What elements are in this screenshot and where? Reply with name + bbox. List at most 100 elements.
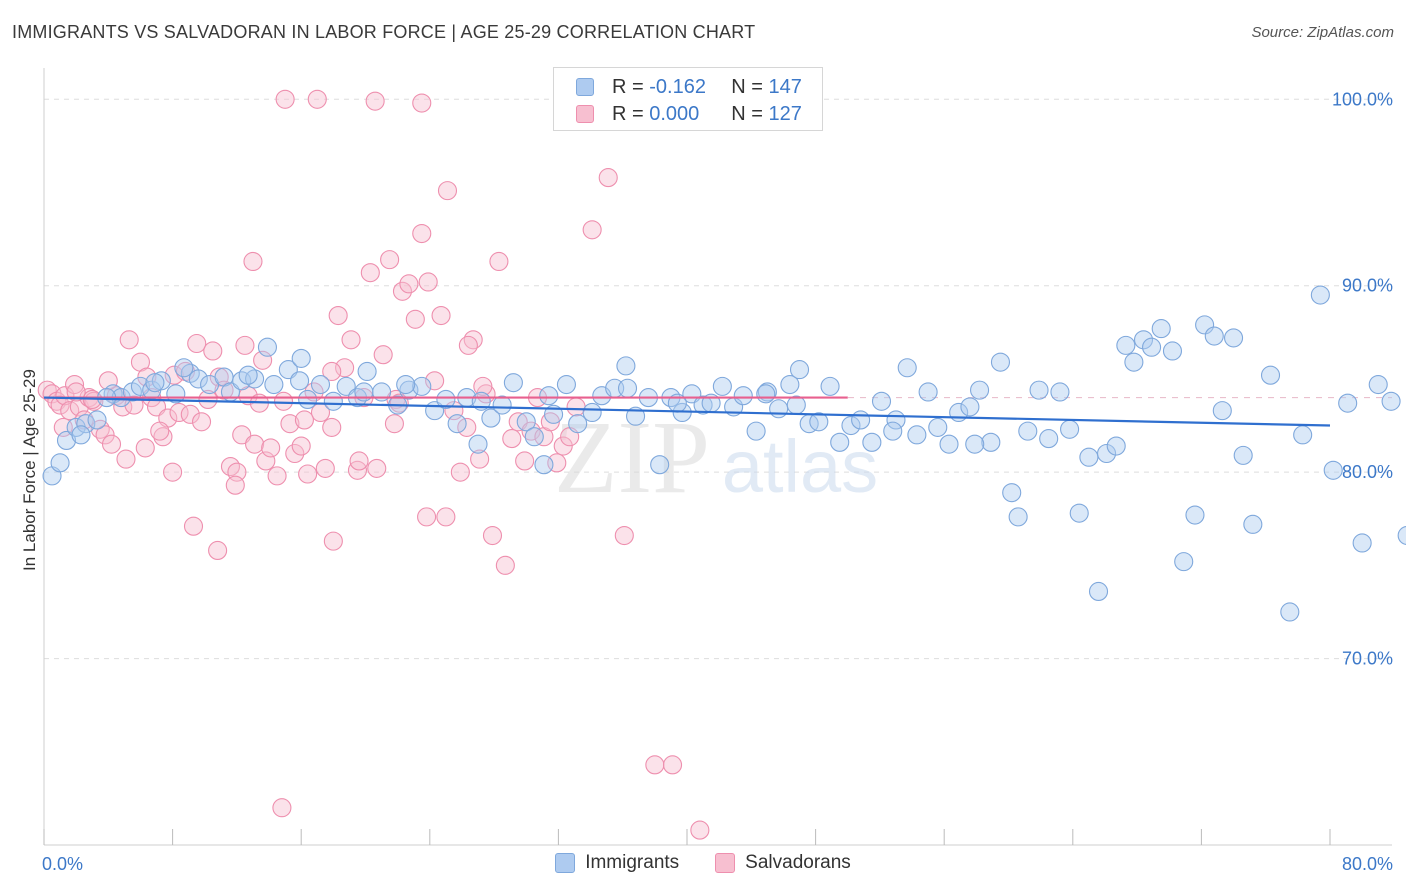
immigrant-point	[990, 352, 1011, 372]
immigrant-point	[151, 371, 171, 391]
immigrant-point	[188, 369, 208, 389]
immigrants-points	[42, 285, 1406, 622]
n-label: N =	[731, 75, 763, 98]
y-tick-label: 80.0%	[1342, 462, 1393, 482]
salvadoran-point	[261, 438, 281, 458]
axes-layer	[43, 68, 1392, 846]
immigrant-point	[897, 358, 917, 378]
immigrant-point	[1124, 352, 1144, 372]
immigrant-point	[862, 432, 882, 452]
salvadoran-point	[360, 263, 380, 283]
immigrant-point	[1151, 319, 1171, 339]
immigrant-point	[481, 408, 501, 428]
immigrant-point	[436, 389, 456, 409]
immigrant-point	[1212, 401, 1232, 421]
immigrant-point	[1293, 425, 1313, 445]
immigrant-point	[1018, 421, 1038, 441]
immigrant-point	[1224, 328, 1244, 348]
immigrant-point	[1039, 429, 1059, 449]
immigrant-point	[1002, 483, 1022, 503]
immigrant-point	[883, 421, 903, 441]
watermark-zip: ZIP	[554, 400, 710, 515]
immigrant-point	[257, 337, 277, 357]
immigrant-point	[447, 414, 467, 434]
immigrant-point	[399, 380, 419, 400]
salvadorans-r-value: 0.000	[649, 102, 700, 125]
immigrant-point	[582, 402, 602, 423]
immigrant-point	[780, 374, 800, 395]
salvadoran-point	[225, 475, 245, 495]
immigrant-point	[1174, 552, 1194, 572]
salvadoran-point	[431, 305, 451, 326]
immigrant-point	[616, 356, 636, 376]
immigrant-point	[396, 374, 416, 395]
immigrant-point	[918, 382, 938, 402]
salvadoran-point	[690, 820, 710, 840]
salvadoran-point	[203, 341, 223, 361]
immigrant-point	[1116, 335, 1136, 355]
salvadoran-point	[470, 449, 490, 469]
salvadoran-point	[267, 466, 287, 486]
source-label: Source: ZipAtlas.com	[1251, 24, 1394, 41]
immigrant-point	[76, 414, 96, 434]
salvadoran-point	[285, 443, 305, 464]
salvadoran-point	[521, 421, 541, 441]
salvadoran-point	[187, 333, 207, 354]
salvadoran-point	[412, 223, 432, 244]
immigrant-point	[1060, 419, 1080, 439]
immigrant-point	[1142, 337, 1162, 357]
immigrant-point	[238, 365, 258, 385]
salvadoran-point	[150, 421, 170, 441]
salvadoran-point	[164, 365, 184, 385]
salvadoran-point	[412, 93, 432, 113]
salvadoran-point	[566, 397, 586, 417]
immigrant-point	[733, 386, 753, 406]
immigrant-point	[291, 348, 311, 368]
immigrant-point	[756, 384, 776, 404]
immigrants-legend-label: Immigrants	[585, 852, 680, 873]
salvadoran-point	[119, 330, 139, 350]
immigrant-point	[1233, 445, 1253, 465]
salvadoran-point	[482, 525, 503, 546]
x-tick-label-max: 80.0%	[1342, 854, 1393, 874]
immigrant-point	[1050, 382, 1070, 402]
salvadoran-point	[322, 417, 342, 437]
salvadoran-point	[232, 425, 252, 445]
immigrant-point	[746, 421, 766, 441]
immigrant-point	[492, 395, 512, 415]
salvadoran-point	[598, 168, 618, 188]
x-tick-label-min: 0.0%	[42, 854, 83, 874]
salvadoran-point	[349, 451, 369, 471]
immigrant-point	[1133, 330, 1154, 350]
immigrant-point	[1323, 460, 1343, 480]
salvadoran-point	[280, 414, 300, 434]
immigrant-point	[357, 361, 377, 382]
immigrant-point	[820, 376, 840, 396]
salvadoran-point	[198, 389, 218, 409]
salvadoran-point	[502, 429, 522, 449]
legend-row-immigrants: R = -0.162 N = 147	[576, 74, 802, 100]
immigrant-point	[50, 453, 70, 473]
salvadoran-point	[508, 412, 528, 432]
immigrant-point	[310, 374, 331, 395]
legend-item-salvadorans[interactable]: Salvadorans	[715, 852, 851, 874]
salvadoran-point	[235, 335, 255, 355]
immigrant-point	[145, 373, 165, 393]
salvadoran-point	[380, 250, 400, 270]
immigrant-point	[650, 455, 670, 475]
salvadoran-point	[437, 181, 458, 201]
immigrant-point	[871, 391, 892, 411]
immigrant-point	[960, 397, 980, 417]
salvadoran-point	[291, 436, 311, 456]
legend-item-immigrants[interactable]: Immigrants	[555, 852, 679, 874]
salvadoran-point	[489, 251, 509, 272]
salvadoran-point	[243, 251, 263, 272]
immigrant-point	[1352, 533, 1372, 553]
immigrant-point	[1310, 285, 1330, 305]
salvadoran-point	[315, 458, 335, 478]
immigrants-swatch	[576, 78, 594, 96]
salvadoran-point	[275, 89, 295, 109]
salvadoran-point	[95, 425, 115, 445]
immigrant-point	[1260, 365, 1281, 385]
salvadoran-point	[399, 274, 419, 294]
